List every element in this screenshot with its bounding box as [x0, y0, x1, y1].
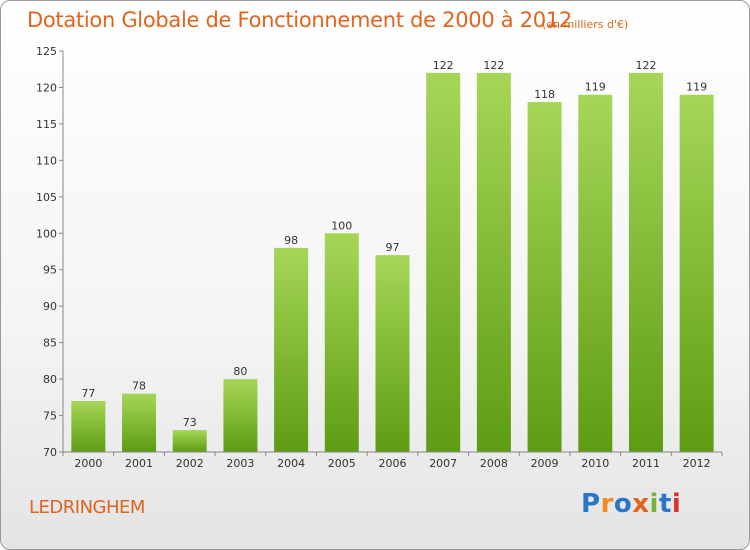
bars: 77 78 73 80 98 100 97 122 122 118 119 122 119 [71, 59, 714, 452]
bar-2006 [375, 255, 410, 452]
value-label: 73 [183, 416, 197, 429]
value-label: 80 [233, 365, 247, 378]
y-tick-label: 100 [36, 227, 57, 240]
value-label: 122 [635, 59, 656, 72]
y-tick-label: 75 [43, 410, 57, 423]
bar-2011 [628, 72, 663, 452]
logo-letter: P [581, 489, 601, 519]
x-tick-label: 2003 [226, 457, 254, 470]
y-tick-label: 85 [43, 337, 57, 350]
proxiti-logo: Proxiti [581, 489, 681, 523]
x-axis: 2000 2001 2002 2003 2004 2005 2006 2007 2008 2009… [62, 451, 723, 470]
bar-2004 [274, 247, 309, 452]
bar-2012 [679, 94, 714, 452]
x-tick-label: 2000 [74, 457, 102, 470]
chart-title: Dotation Globale de Fonctionnement de 20… [27, 8, 572, 32]
x-tick-label: 2008 [480, 457, 508, 470]
bar-2002 [172, 430, 207, 452]
y-tick-label: 125 [36, 45, 57, 58]
value-label: 78 [132, 380, 146, 393]
value-label: 122 [433, 59, 454, 72]
x-tick-label: 2012 [683, 457, 711, 470]
y-tick-label: 120 [36, 81, 57, 94]
y-tick-label: 80 [43, 373, 57, 386]
bar-2003 [223, 379, 258, 452]
y-tick-label: 105 [36, 191, 57, 204]
commune-name: LEDRINGHEM [29, 497, 145, 518]
bar-2009 [527, 102, 562, 452]
x-tick-label: 2004 [277, 457, 305, 470]
value-label: 97 [386, 241, 400, 254]
x-tick-label: 2007 [429, 457, 457, 470]
logo-letter: i [649, 489, 659, 519]
y-tick-label: 90 [43, 300, 57, 313]
value-label: 100 [331, 219, 352, 232]
value-label: 119 [686, 81, 707, 94]
bar-2008 [476, 72, 511, 452]
x-tick-label: 2006 [379, 457, 407, 470]
logo-letter: o [613, 489, 633, 519]
logo-letter: r [600, 489, 614, 519]
y-tick-label: 110 [36, 154, 57, 167]
bar-2007 [426, 72, 461, 452]
value-label: 122 [483, 59, 504, 72]
y-tick-label: 70 [43, 446, 57, 459]
x-tick-label: 2002 [176, 457, 204, 470]
x-tick-label: 2005 [328, 457, 356, 470]
x-tick-label: 2001 [125, 457, 153, 470]
y-tick-label: 115 [36, 118, 57, 131]
value-label: 77 [81, 387, 95, 400]
x-tick-label: 2011 [632, 457, 660, 470]
value-label: 119 [585, 81, 606, 94]
logo-letter: x [632, 489, 650, 519]
x-tick-label: 2010 [581, 457, 609, 470]
bar-2010 [578, 94, 613, 452]
y-axis: 70 75 80 85 90 95 100 105 110 115 120 125 [36, 45, 64, 459]
chart-subtitle: (en milliers d'€) [542, 18, 629, 31]
logo-letter: t [658, 489, 672, 519]
bar-2005 [324, 233, 359, 452]
x-tick-label: 2009 [531, 457, 559, 470]
logo-letter: i [671, 489, 682, 519]
y-tick-label: 95 [43, 264, 57, 277]
bar-2000 [71, 400, 106, 452]
value-label: 98 [284, 234, 298, 247]
bar-2001 [122, 393, 157, 452]
value-label: 118 [534, 88, 555, 101]
